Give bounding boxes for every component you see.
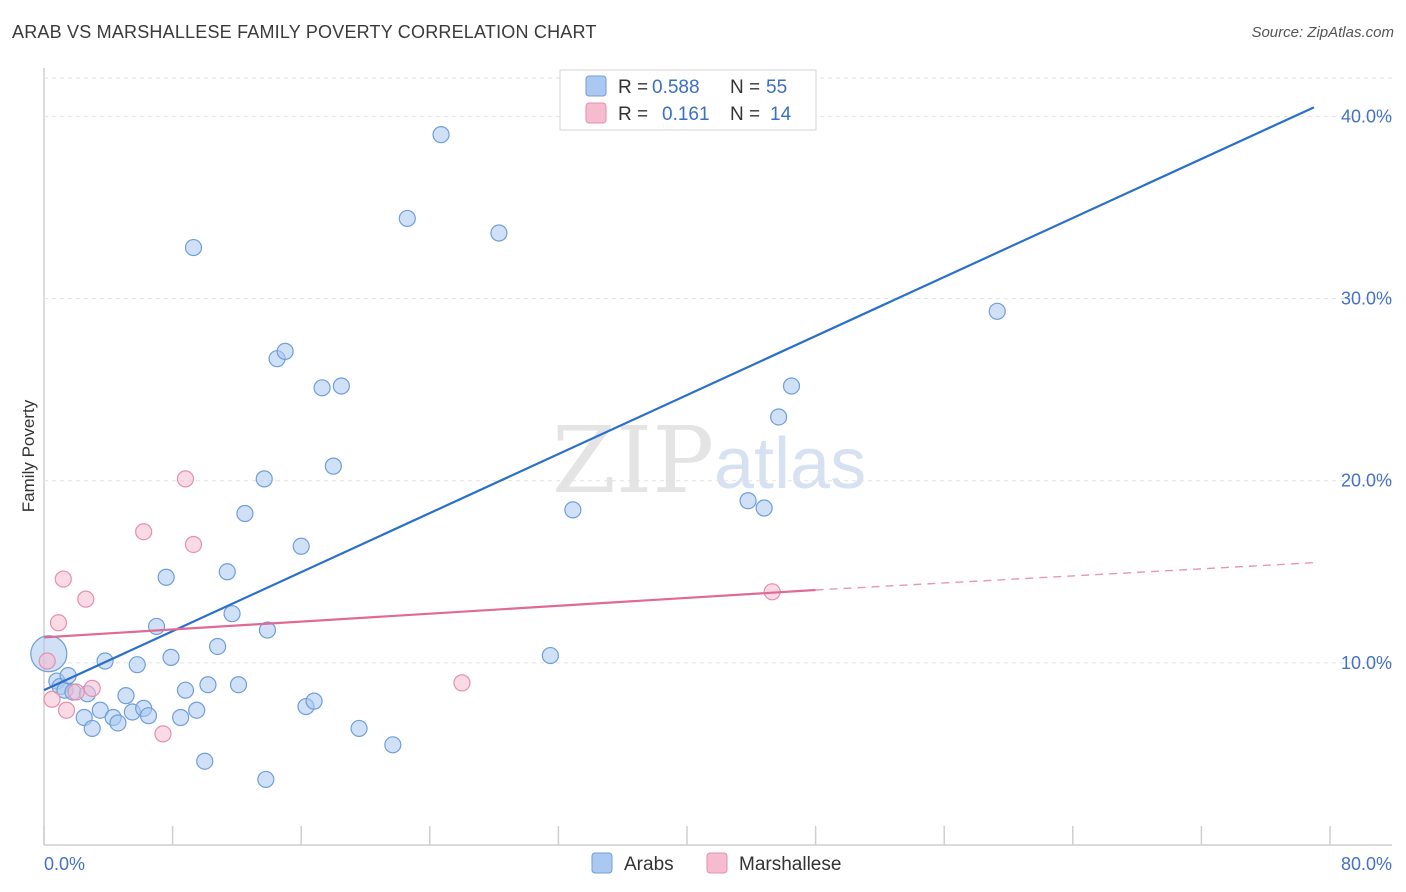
marshallese-point [77,590,95,608]
arabs-point [988,302,1006,320]
legend-n-label-marshallese: N = [730,104,760,125]
watermark-zip: ZIP [552,407,714,514]
legend-r-value-marshallese: 0.161 [662,104,710,125]
legend-r-label-arabs: R = [618,77,648,98]
arabs-point [432,126,450,144]
arabs-point [147,617,166,636]
arabs-point [755,499,773,517]
arabs-point [128,656,146,674]
y-tick-label-30: 30.0% [1341,289,1392,309]
arabs-point [117,687,135,705]
marshallese-point [49,614,68,632]
arabs-point [209,637,227,656]
arabs-point [490,224,508,242]
arabs-trend-line [43,106,1315,692]
x-ticks [43,826,1331,845]
arabs-point [398,209,416,228]
y-tick-label-40: 40.0% [1341,106,1392,126]
legend-n-label-arabs: N = [730,77,760,98]
marshallese-point [54,570,72,588]
arabs-point [172,708,190,727]
legend-n-value-marshallese: 14 [770,104,792,125]
y-axis-title: Family Poverty [19,399,38,512]
arabs-point [91,701,109,719]
arabs-point [83,719,101,738]
marshallese-point [184,535,203,554]
arabs-point [782,377,801,395]
chart-source: Source: ZipAtlas.com [1251,24,1394,41]
arabs-point [139,707,158,725]
arabs-point [218,563,236,581]
legend-r-value-arabs: 0.588 [652,77,700,98]
arabs-point [541,646,559,665]
marshallese-point [83,679,101,697]
arabs-point [176,681,195,699]
arabs-point [305,692,323,710]
arabs-point [236,504,254,523]
arabs-point [258,621,277,639]
trend-lines [43,106,1315,692]
arabs-point [162,648,180,666]
arabs-point [188,701,206,719]
marshallese-point [67,683,85,701]
arabs-point [770,408,788,426]
arabs-point [196,752,214,770]
bottom-legend-swatch-marshallese [706,852,728,874]
y-tick-label-20: 20.0% [1341,471,1392,491]
marshallese-trend-extension [815,561,1314,591]
watermark-atlas: atlas [714,424,866,504]
arabs-point [276,342,294,360]
legend-box: R = 0.588 N = 55 R = 0.161 N = 14 [559,69,817,131]
arabs-point [384,736,402,754]
marshallese-point [43,690,61,708]
x-tick-label-min: 0.0% [44,854,85,874]
arabs-point [184,238,203,257]
bottom-legend-label-arabs: Arabs [624,854,674,875]
arabs-point [324,457,342,475]
arabs-point [332,377,350,395]
arabs-point [157,568,175,586]
bottom-legend-label-marshallese: Marshallese [739,854,841,875]
y-tick-labels: 10.0% 20.0% 30.0% 40.0% [1341,106,1392,672]
chart-title: ARAB VS MARSHALLESE FAMILY POVERTY CORRE… [12,22,597,42]
legend-swatch-arabs [585,75,607,97]
legend-r-label-marshallese: R = [618,104,648,125]
arabs-point [564,501,582,519]
marshallese-point [453,674,471,692]
arabs-point [739,492,757,510]
arabs-point [313,379,331,397]
marshallese-point [154,725,172,743]
bottom-legend: Arabs Marshallese [591,852,841,875]
series-marshallese-points [38,470,781,743]
arabs-point [229,676,248,694]
arabs-point [255,470,273,488]
bottom-legend-swatch-arabs [591,852,613,874]
marshallese-point [38,652,56,670]
arabs-point [223,605,241,623]
gridlines [44,77,1392,664]
arabs-point [109,714,127,732]
x-tick-label-max: 80.0% [1341,854,1392,874]
legend-swatch-marshallese [585,102,607,124]
arabs-point [350,719,368,738]
arabs-point [292,537,310,555]
arabs-point [257,770,275,789]
marshallese-point [57,701,76,719]
marshallese-trend-line [43,588,816,639]
arabs-point [199,676,217,694]
y-tick-label-10: 10.0% [1341,653,1392,673]
marshallese-point [176,470,195,488]
marshallese-point [135,523,153,541]
legend-n-value-arabs: 55 [766,77,787,98]
